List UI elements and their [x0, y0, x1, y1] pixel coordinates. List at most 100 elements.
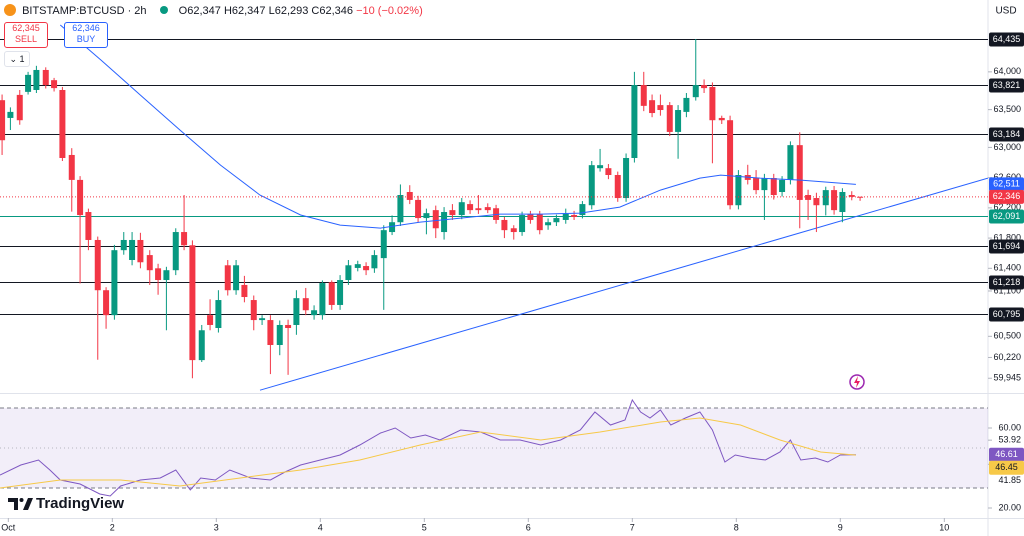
interval-toggle[interactable]: ⌄ 1	[4, 51, 30, 67]
candle-body	[380, 230, 387, 259]
candle-body	[241, 284, 248, 298]
chevron: ⌄	[9, 54, 17, 64]
x-tick-label: 4	[318, 522, 323, 532]
price-badge	[989, 32, 1024, 47]
candle-body	[813, 198, 820, 206]
interval-count: 1	[19, 54, 25, 64]
price-badge-label: 61,218	[993, 277, 1021, 287]
candle-body	[77, 179, 84, 216]
price-badge	[989, 127, 1024, 142]
y-tick-label: 60,220	[993, 352, 1021, 362]
candle-body	[839, 191, 846, 213]
x-tick-label: 6	[526, 522, 531, 532]
candle-body	[432, 210, 439, 229]
trendline	[259, 177, 988, 391]
candle-body	[441, 212, 448, 233]
candle-body	[666, 105, 673, 132]
logo: TradingView	[8, 495, 124, 512]
alert-icon[interactable]	[849, 374, 865, 390]
candle-body	[718, 117, 725, 121]
price-badge	[989, 307, 1024, 322]
y-tick-label: 63,000	[993, 142, 1021, 152]
candle-body	[857, 196, 864, 198]
candle-body	[198, 330, 205, 361]
y-tick-label: 60,500	[993, 331, 1021, 341]
candle-body	[68, 154, 75, 180]
ohlc-low: L62,293	[268, 5, 309, 17]
candle-body	[597, 165, 604, 169]
candle-body	[831, 190, 838, 211]
ohlc-high: H62,347	[223, 5, 266, 17]
candle-body	[215, 300, 222, 329]
candle-body	[796, 145, 803, 200]
coin-icon	[4, 4, 16, 16]
candle-body	[276, 324, 283, 346]
candle-body	[397, 195, 404, 223]
price-badge-label: 60,795	[993, 309, 1021, 319]
sell-price: 62,345	[12, 23, 40, 33]
candle-body	[475, 208, 482, 211]
x-tick-label: 9	[838, 522, 843, 532]
price-badge	[989, 275, 1024, 290]
y-tick-label: 62,600	[993, 172, 1021, 182]
candle-body	[354, 264, 361, 268]
rsi-pane	[0, 398, 988, 497]
candle-body	[207, 315, 214, 325]
candle-body	[770, 178, 777, 196]
ohlc-open: O62,347	[178, 5, 221, 17]
price-badge-label: 62,511	[993, 179, 1020, 189]
y-tick-label: 63,500	[993, 104, 1021, 114]
x-tick-label: 2	[110, 522, 115, 532]
candle-body	[623, 157, 630, 199]
candle-body	[753, 178, 760, 191]
candle-body	[562, 213, 569, 220]
candle-body	[727, 120, 734, 206]
price-badge-label: 61,694	[993, 241, 1021, 251]
candle-body	[233, 265, 240, 291]
candle-body	[571, 215, 578, 217]
candle-body	[787, 145, 794, 180]
candle-body	[311, 310, 318, 316]
y-tick-label: 53.92	[998, 435, 1021, 445]
candle-body	[285, 324, 292, 329]
buy-button[interactable]: 62,346 BUY	[64, 22, 108, 48]
y-tick-label: 64,000	[993, 66, 1021, 76]
y-tick-label: 20.00	[998, 502, 1021, 512]
currency[interactable]: USD	[995, 6, 1016, 17]
market-status[interactable]	[159, 6, 168, 14]
x-tick-label: 10	[939, 522, 949, 532]
y-tick-label: 61,100	[993, 285, 1021, 295]
candle-body	[189, 245, 196, 361]
candle-body	[146, 255, 153, 271]
buy-label: BUY	[76, 34, 96, 44]
x-tick-label: 3	[214, 522, 219, 532]
candle-body	[120, 239, 127, 251]
candle-body	[553, 218, 560, 223]
rsi-badge-label: 46.61	[995, 449, 1018, 459]
candle-body	[449, 210, 456, 216]
candle-body	[484, 207, 491, 211]
rsi-badge-label: 46.45	[995, 462, 1018, 472]
price-badge-label: 63,184	[993, 129, 1021, 139]
y-tick-label: 60.00	[998, 422, 1021, 432]
x-tick-label: 8	[734, 522, 739, 532]
x-tick-label: 5	[422, 522, 427, 532]
x-tick-label: 7	[630, 522, 635, 532]
candle-body	[345, 265, 352, 281]
price-badge-label: 63,821	[993, 80, 1021, 90]
price-badge	[989, 189, 1024, 204]
candle-body	[415, 199, 422, 219]
candle-body	[579, 204, 586, 216]
candle-body	[701, 85, 708, 89]
candle-body	[25, 74, 32, 92]
candle-body	[735, 174, 742, 206]
candle-body	[363, 266, 370, 271]
candle-body	[605, 168, 612, 175]
sell-button[interactable]: 62,345 SELL	[4, 22, 48, 48]
candle-body	[0, 100, 6, 141]
candle-body	[172, 232, 179, 271]
rsi-line	[0, 417, 856, 489]
candle-body	[406, 191, 413, 200]
symbol[interactable]: BITSTAMP:BTCUSD · 2h	[22, 5, 147, 17]
